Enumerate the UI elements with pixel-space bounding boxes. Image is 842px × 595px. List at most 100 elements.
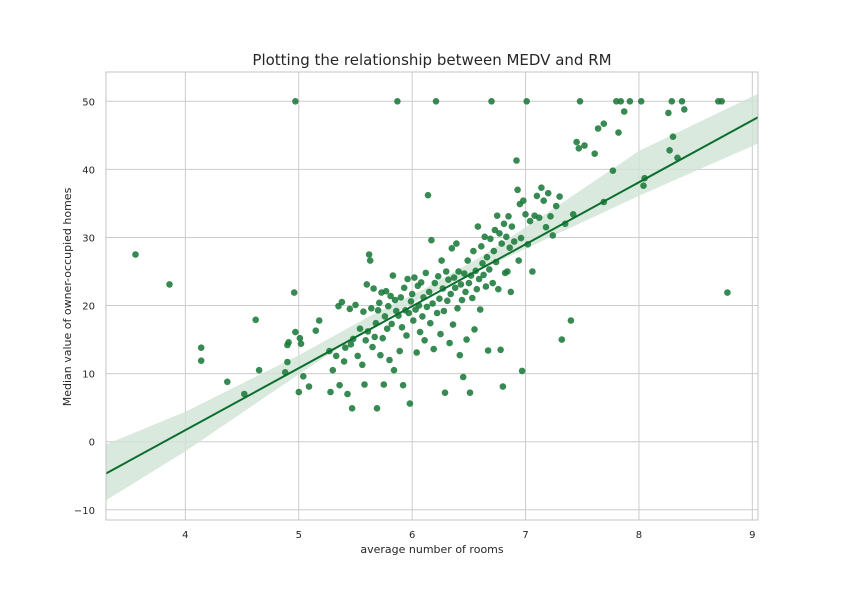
data-point <box>486 266 493 273</box>
data-point <box>620 108 628 115</box>
data-point <box>429 300 436 307</box>
data-point <box>413 349 421 356</box>
data-point <box>600 120 608 127</box>
data-point <box>416 328 424 336</box>
data-point <box>678 98 686 105</box>
data-point <box>405 309 413 317</box>
data-point <box>454 305 461 312</box>
data-point <box>609 167 617 174</box>
data-point <box>637 98 645 105</box>
data-point <box>241 390 248 398</box>
data-point <box>424 191 432 199</box>
data-point <box>391 296 399 304</box>
data-point <box>376 299 383 307</box>
data-point <box>400 284 408 292</box>
data-point <box>515 257 522 264</box>
data-point <box>552 202 560 210</box>
data-point <box>495 285 502 293</box>
data-point <box>470 247 477 255</box>
data-point <box>505 213 512 220</box>
data-point <box>385 302 392 310</box>
data-point <box>462 288 469 296</box>
y-tick-label: 20 <box>82 302 95 313</box>
data-point <box>423 303 431 311</box>
data-point <box>483 253 491 261</box>
y-tick-label: 40 <box>82 165 95 176</box>
data-point <box>556 193 563 200</box>
data-point <box>437 330 444 338</box>
data-point <box>312 327 320 335</box>
chart-title: Plotting the relationship between MEDV a… <box>252 51 611 69</box>
data-point <box>388 320 396 328</box>
data-point <box>453 240 460 247</box>
data-point <box>305 383 313 390</box>
data-point <box>569 211 577 218</box>
data-point <box>396 347 404 355</box>
data-point <box>508 223 516 230</box>
data-point <box>383 325 391 333</box>
data-points <box>132 98 731 412</box>
data-point <box>348 405 356 412</box>
data-point <box>478 243 485 250</box>
data-point <box>475 275 483 283</box>
data-point <box>360 308 367 316</box>
data-point <box>523 98 530 105</box>
data-point <box>581 142 588 149</box>
data-point <box>390 366 398 374</box>
data-point <box>329 366 337 374</box>
data-point <box>476 306 484 313</box>
data-point <box>484 347 492 354</box>
data-point <box>487 235 494 243</box>
data-point <box>567 317 575 324</box>
data-point <box>503 233 510 241</box>
data-point <box>346 305 354 313</box>
data-point <box>344 390 351 398</box>
data-point <box>132 251 139 258</box>
data-point <box>394 98 401 105</box>
data-point <box>369 343 376 351</box>
data-point <box>540 197 547 204</box>
data-point <box>371 333 379 341</box>
data-point <box>617 98 625 105</box>
data-point <box>431 279 439 287</box>
data-point <box>436 295 443 303</box>
data-point <box>224 378 231 386</box>
data-point <box>461 270 468 277</box>
data-point <box>340 358 348 365</box>
data-point <box>457 281 465 288</box>
data-point <box>386 356 393 364</box>
data-point <box>366 257 374 264</box>
y-tick-labels: −10 0 10 20 30 40 50 <box>74 97 95 517</box>
data-point <box>446 339 453 347</box>
data-point <box>626 98 634 105</box>
data-point <box>398 324 406 331</box>
data-point <box>403 332 410 339</box>
data-point <box>666 147 673 154</box>
data-point <box>425 288 433 296</box>
data-point <box>466 389 474 397</box>
data-point <box>419 313 426 320</box>
data-point <box>166 281 173 288</box>
data-point <box>538 184 545 191</box>
data-point <box>438 257 445 264</box>
data-point <box>379 334 387 342</box>
data-point <box>490 247 498 255</box>
data-point <box>295 388 303 396</box>
data-point <box>491 226 499 234</box>
confidence-band-layer <box>106 93 758 501</box>
regression-line <box>105 116 759 475</box>
data-point <box>359 361 366 369</box>
data-point <box>591 150 598 157</box>
data-point <box>377 351 384 359</box>
data-point <box>297 340 305 348</box>
data-point <box>533 192 541 200</box>
data-point <box>458 296 466 304</box>
data-point <box>284 358 291 366</box>
data-point <box>544 189 552 197</box>
data-point <box>681 106 688 113</box>
data-point <box>292 98 299 105</box>
regression-line-layer <box>105 116 759 475</box>
data-point <box>407 298 415 305</box>
data-point <box>368 305 375 312</box>
data-point <box>417 279 425 286</box>
